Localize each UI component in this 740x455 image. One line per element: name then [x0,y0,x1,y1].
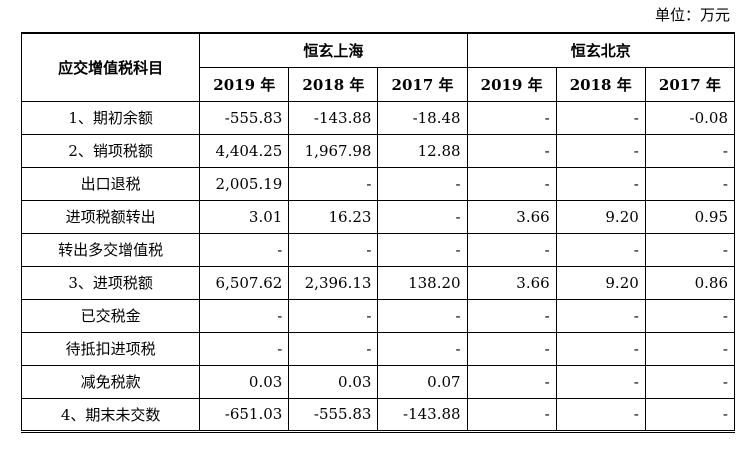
table-cell: - [466,397,557,432]
table-cell: - [466,133,557,168]
table-cell: 9.20 [555,265,646,300]
unit-label: 单位：万元 [654,6,730,24]
table-row: 出口退税 2,005.19- - - - - [20,166,736,201]
year-header: 2019 年 [199,66,290,102]
table-cell: -0.08 [644,100,736,135]
row-label: 转出多交增值税 [20,232,201,267]
table-cell: 3.66 [466,265,557,300]
table-row: 1、期初余额 -555.83 -143.88 -18.48- - -0.08 [20,100,736,135]
table-cell: 0.86 [644,265,736,300]
table-row: 进项税额转出 3.01 16.23-3.66 9.20 0.95 [20,199,736,234]
table-cell: - [199,232,290,267]
row-label: 4、期末未交数 [20,397,201,432]
table-cell: - [466,100,557,135]
table-cell: 12.88 [377,133,468,168]
table-cell: - [644,166,736,201]
table-cell: -555.83 [199,100,290,135]
table-cell: 4,404.25 [199,133,290,168]
row-label: 进项税额转出 [20,199,201,234]
table-cell: 0.03 [288,364,379,399]
table-cell: - [466,364,557,399]
table-cell: -18.48 [377,100,468,135]
item-column-header: 应交增值税科目 [20,32,201,102]
table-cell: 1,967.98 [288,133,379,168]
table-row: 已交税金 - - - - - - [20,298,736,333]
table-cell: - [466,232,557,267]
table-cell: - [199,298,290,333]
table-cell: - [555,364,646,399]
row-label: 2、销项税额 [20,133,201,168]
table-cell: - [466,298,557,333]
table-cell: 3.01 [199,199,290,234]
table-cell: 138.20 [377,265,468,300]
year-header: 2017 年 [644,66,736,102]
table-cell: 3.66 [466,199,557,234]
table-cell: - [644,232,736,267]
table-cell: - [555,133,646,168]
year-header: 2018 年 [555,66,646,102]
table-cell: 2,396.13 [288,265,379,300]
table-body: 1、期初余额 -555.83 -143.88 -18.48- - -0.08 2、销项税额 4… [20,100,736,432]
group-header-hengxuan-beijing: 恒玄北京 [466,32,736,68]
table-cell: -143.88 [377,397,468,432]
table-cell: - [466,166,557,201]
table-cell: -143.88 [288,100,379,135]
row-label: 3、进项税额 [20,265,201,300]
table-row: 减免税款 0.03 0.03 0.07- - - [20,364,736,399]
table-cell: -651.03 [199,397,290,432]
table-row: 3、进项税额 6,507.62 2,396.13 138.20 3.66 9.20 0.86 [20,265,736,300]
table-cell: 2,005.19 [199,166,290,201]
table-cell: - [288,232,379,267]
table-cell: - [555,100,646,135]
table-cell: - [555,166,646,201]
table-row: 转出多交增值税 - - - - - - [20,232,736,267]
year-header: 2018 年 [288,66,379,102]
table-cell: 0.07 [377,364,468,399]
row-label: 1、期初余额 [20,100,201,135]
table-cell: - [644,364,736,399]
table-cell: 0.03 [199,364,290,399]
table-row: 2、销项税额 4,404.25 1,967.98 12.88- - - [20,133,736,168]
table-cell: - [555,331,646,366]
table-cell: 16.23 [288,199,379,234]
table-row: 待抵扣进项税 - - - - - - [20,331,736,366]
table-cell: 9.20 [555,199,646,234]
row-label: 已交税金 [20,298,201,333]
table-cell: - [377,232,468,267]
table-row: 4、期末未交数 -651.03 -555.83 -143.88- - - [20,397,736,432]
table-cell: - [555,397,646,432]
year-header: 2019 年 [466,66,557,102]
table-cell: - [288,166,379,201]
table-cell: - [644,331,736,366]
row-label: 出口退税 [20,166,201,201]
table-cell: 6,507.62 [199,265,290,300]
table-cell: - [555,298,646,333]
vat-table: 应交增值税科目 恒玄上海 恒玄北京 2019 年 2018 年 2017 年 2… [20,32,736,433]
table-cell: - [555,232,646,267]
table-cell: - [466,331,557,366]
table-cell: - [377,166,468,201]
table-cell: - [288,298,379,333]
table-cell: - [288,331,379,366]
table-cell: - [377,199,468,234]
table-cell: -555.83 [288,397,379,432]
table-cell: - [377,298,468,333]
table-cell: - [644,397,736,432]
table-cell: - [199,331,290,366]
table-cell: 0.95 [644,199,736,234]
group-header-hengxuan-shanghai: 恒玄上海 [199,32,468,68]
table-cell: - [644,133,736,168]
table-cell: - [377,331,468,366]
table-cell: - [644,298,736,333]
row-label: 减免税款 [20,364,201,399]
row-label: 待抵扣进项税 [20,331,201,366]
year-header: 2017 年 [377,66,468,102]
